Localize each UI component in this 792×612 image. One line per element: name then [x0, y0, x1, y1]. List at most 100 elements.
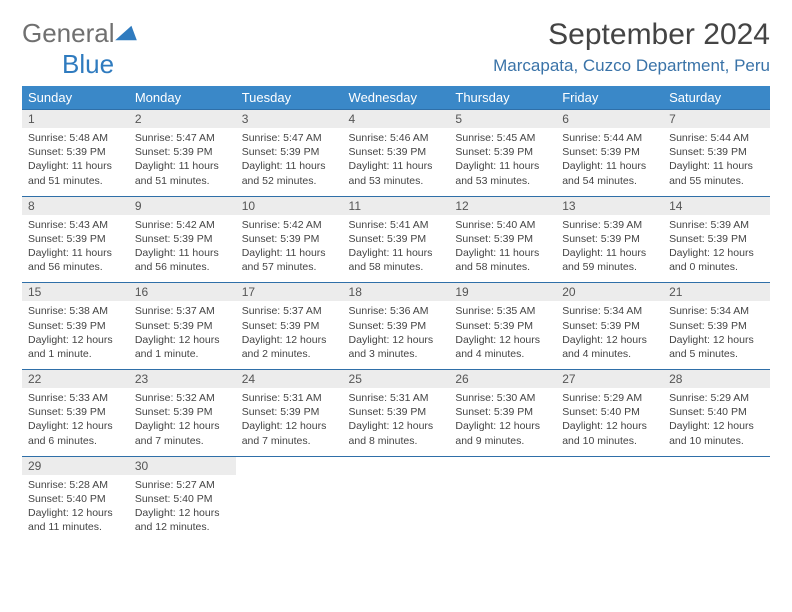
sunset-text: Sunset: 5:39 PM	[349, 319, 444, 333]
calendar-day-cell	[663, 456, 770, 543]
sunrise-text: Sunrise: 5:30 AM	[455, 391, 550, 405]
day-number: 7	[663, 109, 770, 128]
calendar-day-cell: 17Sunrise: 5:37 AMSunset: 5:39 PMDayligh…	[236, 282, 343, 369]
day-number: 2	[129, 109, 236, 128]
day-number: 4	[343, 109, 450, 128]
daylight-text: Daylight: 12 hours and 7 minutes.	[242, 419, 337, 447]
sunset-text: Sunset: 5:40 PM	[28, 492, 123, 506]
logo-triangle-icon	[115, 24, 137, 42]
day-number	[236, 456, 343, 474]
sunset-text: Sunset: 5:39 PM	[455, 232, 550, 246]
sunrise-text: Sunrise: 5:29 AM	[562, 391, 657, 405]
sunrise-text: Sunrise: 5:39 AM	[562, 218, 657, 232]
day-number: 9	[129, 196, 236, 215]
day-body: Sunrise: 5:36 AMSunset: 5:39 PMDaylight:…	[343, 301, 450, 369]
calendar-day-cell: 6Sunrise: 5:44 AMSunset: 5:39 PMDaylight…	[556, 109, 663, 196]
day-body: Sunrise: 5:37 AMSunset: 5:39 PMDaylight:…	[129, 301, 236, 369]
calendar-day-cell: 15Sunrise: 5:38 AMSunset: 5:39 PMDayligh…	[22, 282, 129, 369]
sunset-text: Sunset: 5:40 PM	[562, 405, 657, 419]
day-body: Sunrise: 5:34 AMSunset: 5:39 PMDaylight:…	[556, 301, 663, 369]
day-body: Sunrise: 5:39 AMSunset: 5:39 PMDaylight:…	[663, 215, 770, 283]
weekday-header: Saturday	[663, 86, 770, 109]
sunrise-text: Sunrise: 5:32 AM	[135, 391, 230, 405]
daylight-text: Daylight: 12 hours and 3 minutes.	[349, 333, 444, 361]
daylight-text: Daylight: 12 hours and 10 minutes.	[562, 419, 657, 447]
title-block: September 2024 Marcapata, Cuzco Departme…	[493, 18, 770, 76]
daylight-text: Daylight: 12 hours and 9 minutes.	[455, 419, 550, 447]
daylight-text: Daylight: 12 hours and 8 minutes.	[349, 419, 444, 447]
daylight-text: Daylight: 12 hours and 7 minutes.	[135, 419, 230, 447]
sunrise-text: Sunrise: 5:37 AM	[242, 304, 337, 318]
sunset-text: Sunset: 5:39 PM	[28, 232, 123, 246]
sunrise-text: Sunrise: 5:38 AM	[28, 304, 123, 318]
sunset-text: Sunset: 5:39 PM	[135, 405, 230, 419]
calendar-day-cell: 19Sunrise: 5:35 AMSunset: 5:39 PMDayligh…	[449, 282, 556, 369]
weekday-header: Sunday	[22, 86, 129, 109]
weekday-header: Monday	[129, 86, 236, 109]
daylight-text: Daylight: 11 hours and 53 minutes.	[455, 159, 550, 187]
day-body: Sunrise: 5:47 AMSunset: 5:39 PMDaylight:…	[236, 128, 343, 196]
day-number: 29	[22, 456, 129, 475]
day-body: Sunrise: 5:48 AMSunset: 5:39 PMDaylight:…	[22, 128, 129, 196]
sunset-text: Sunset: 5:39 PM	[562, 319, 657, 333]
sunset-text: Sunset: 5:39 PM	[135, 319, 230, 333]
calendar-table: Sunday Monday Tuesday Wednesday Thursday…	[22, 86, 770, 542]
sunset-text: Sunset: 5:39 PM	[669, 319, 764, 333]
sunrise-text: Sunrise: 5:45 AM	[455, 131, 550, 145]
calendar-day-cell	[449, 456, 556, 543]
day-body: Sunrise: 5:43 AMSunset: 5:39 PMDaylight:…	[22, 215, 129, 283]
daylight-text: Daylight: 11 hours and 56 minutes.	[135, 246, 230, 274]
day-body: Sunrise: 5:41 AMSunset: 5:39 PMDaylight:…	[343, 215, 450, 283]
day-number: 18	[343, 282, 450, 301]
logo-text-general: General	[22, 18, 115, 48]
daylight-text: Daylight: 12 hours and 2 minutes.	[242, 333, 337, 361]
day-number: 22	[22, 369, 129, 388]
sunrise-text: Sunrise: 5:34 AM	[669, 304, 764, 318]
sunrise-text: Sunrise: 5:48 AM	[28, 131, 123, 145]
calendar-day-cell: 29Sunrise: 5:28 AMSunset: 5:40 PMDayligh…	[22, 456, 129, 543]
day-body: Sunrise: 5:32 AMSunset: 5:39 PMDaylight:…	[129, 388, 236, 456]
calendar-day-cell	[343, 456, 450, 543]
day-number: 19	[449, 282, 556, 301]
calendar-day-cell: 20Sunrise: 5:34 AMSunset: 5:39 PMDayligh…	[556, 282, 663, 369]
sunset-text: Sunset: 5:39 PM	[562, 145, 657, 159]
day-number: 17	[236, 282, 343, 301]
sunrise-text: Sunrise: 5:44 AM	[562, 131, 657, 145]
day-number: 5	[449, 109, 556, 128]
calendar-day-cell: 13Sunrise: 5:39 AMSunset: 5:39 PMDayligh…	[556, 196, 663, 283]
calendar-week-row: 8Sunrise: 5:43 AMSunset: 5:39 PMDaylight…	[22, 196, 770, 283]
daylight-text: Daylight: 11 hours and 53 minutes.	[349, 159, 444, 187]
day-body: Sunrise: 5:33 AMSunset: 5:39 PMDaylight:…	[22, 388, 129, 456]
sunrise-text: Sunrise: 5:40 AM	[455, 218, 550, 232]
day-body: Sunrise: 5:30 AMSunset: 5:39 PMDaylight:…	[449, 388, 556, 456]
calendar-day-cell: 14Sunrise: 5:39 AMSunset: 5:39 PMDayligh…	[663, 196, 770, 283]
calendar-day-cell	[556, 456, 663, 543]
weekday-header: Tuesday	[236, 86, 343, 109]
sunrise-text: Sunrise: 5:29 AM	[669, 391, 764, 405]
sunrise-text: Sunrise: 5:43 AM	[28, 218, 123, 232]
daylight-text: Daylight: 12 hours and 5 minutes.	[669, 333, 764, 361]
calendar-day-cell: 28Sunrise: 5:29 AMSunset: 5:40 PMDayligh…	[663, 369, 770, 456]
day-number	[449, 456, 556, 474]
day-number	[663, 456, 770, 474]
daylight-text: Daylight: 11 hours and 52 minutes.	[242, 159, 337, 187]
day-body: Sunrise: 5:38 AMSunset: 5:39 PMDaylight:…	[22, 301, 129, 369]
calendar-day-cell: 27Sunrise: 5:29 AMSunset: 5:40 PMDayligh…	[556, 369, 663, 456]
day-body: Sunrise: 5:27 AMSunset: 5:40 PMDaylight:…	[129, 475, 236, 543]
day-body: Sunrise: 5:28 AMSunset: 5:40 PMDaylight:…	[22, 475, 129, 543]
sunset-text: Sunset: 5:39 PM	[349, 405, 444, 419]
day-body: Sunrise: 5:45 AMSunset: 5:39 PMDaylight:…	[449, 128, 556, 196]
calendar-week-row: 1Sunrise: 5:48 AMSunset: 5:39 PMDaylight…	[22, 109, 770, 196]
sunset-text: Sunset: 5:39 PM	[669, 232, 764, 246]
sunset-text: Sunset: 5:40 PM	[669, 405, 764, 419]
calendar-day-cell: 16Sunrise: 5:37 AMSunset: 5:39 PMDayligh…	[129, 282, 236, 369]
day-body: Sunrise: 5:47 AMSunset: 5:39 PMDaylight:…	[129, 128, 236, 196]
calendar-day-cell: 23Sunrise: 5:32 AMSunset: 5:39 PMDayligh…	[129, 369, 236, 456]
sunrise-text: Sunrise: 5:44 AM	[669, 131, 764, 145]
sunset-text: Sunset: 5:39 PM	[242, 145, 337, 159]
calendar-day-cell: 11Sunrise: 5:41 AMSunset: 5:39 PMDayligh…	[343, 196, 450, 283]
calendar-day-cell: 5Sunrise: 5:45 AMSunset: 5:39 PMDaylight…	[449, 109, 556, 196]
daylight-text: Daylight: 11 hours and 55 minutes.	[669, 159, 764, 187]
location: Marcapata, Cuzco Department, Peru	[493, 56, 770, 76]
sunset-text: Sunset: 5:39 PM	[669, 145, 764, 159]
